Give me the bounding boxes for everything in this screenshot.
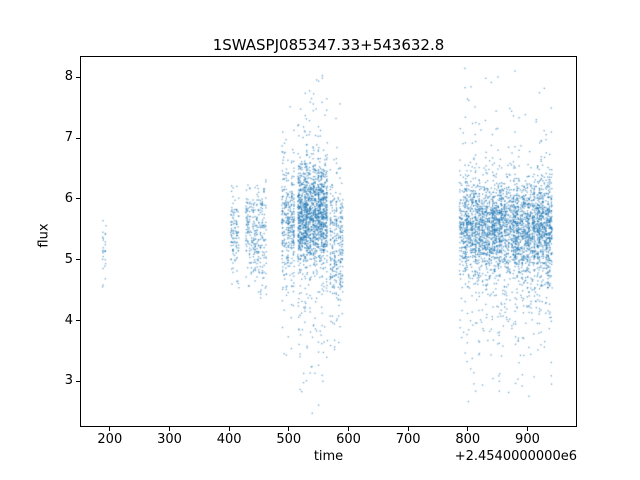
x-tick-mark [288, 427, 290, 431]
x-tick-mark [228, 427, 230, 431]
x-tick-mark [467, 427, 469, 431]
x-tick-mark [347, 427, 349, 431]
y-tick-label: 3 [64, 373, 73, 389]
x-tick-label: 800 [455, 432, 481, 447]
y-tick-label: 6 [64, 190, 73, 206]
x-tick-label: 900 [515, 432, 540, 447]
x-tick-label: 200 [97, 432, 123, 447]
x-tick-mark [168, 427, 170, 431]
y-tick-label: 4 [64, 312, 73, 328]
y-tick-mark [76, 137, 80, 139]
y-tick-mark [76, 198, 80, 200]
y-tick-mark [76, 259, 80, 261]
y-tick-label: 8 [64, 69, 73, 85]
x-tick-label: 300 [157, 432, 182, 447]
y-tick-mark [76, 76, 80, 78]
x-tick-label: 600 [336, 432, 361, 447]
x-tick-mark [109, 427, 111, 431]
x-tick-label: 400 [216, 432, 242, 447]
y-tick-mark [76, 380, 80, 382]
x-tick-label: 500 [276, 432, 302, 447]
chart-title: 1SWASPJ085347.33+543632.8 [212, 36, 445, 54]
x-axis-label: time [313, 449, 344, 464]
plot-area [80, 56, 577, 427]
scatter-points-canvas [81, 57, 576, 426]
y-tick-label: 7 [64, 130, 73, 146]
x-tick-mark [407, 427, 409, 431]
y-tick-mark [76, 320, 80, 322]
x-axis-offset-label: +2.4540000000e6 [454, 449, 577, 464]
x-tick-mark [526, 427, 528, 431]
x-tick-label: 700 [395, 432, 421, 447]
y-tick-label: 5 [64, 251, 73, 267]
